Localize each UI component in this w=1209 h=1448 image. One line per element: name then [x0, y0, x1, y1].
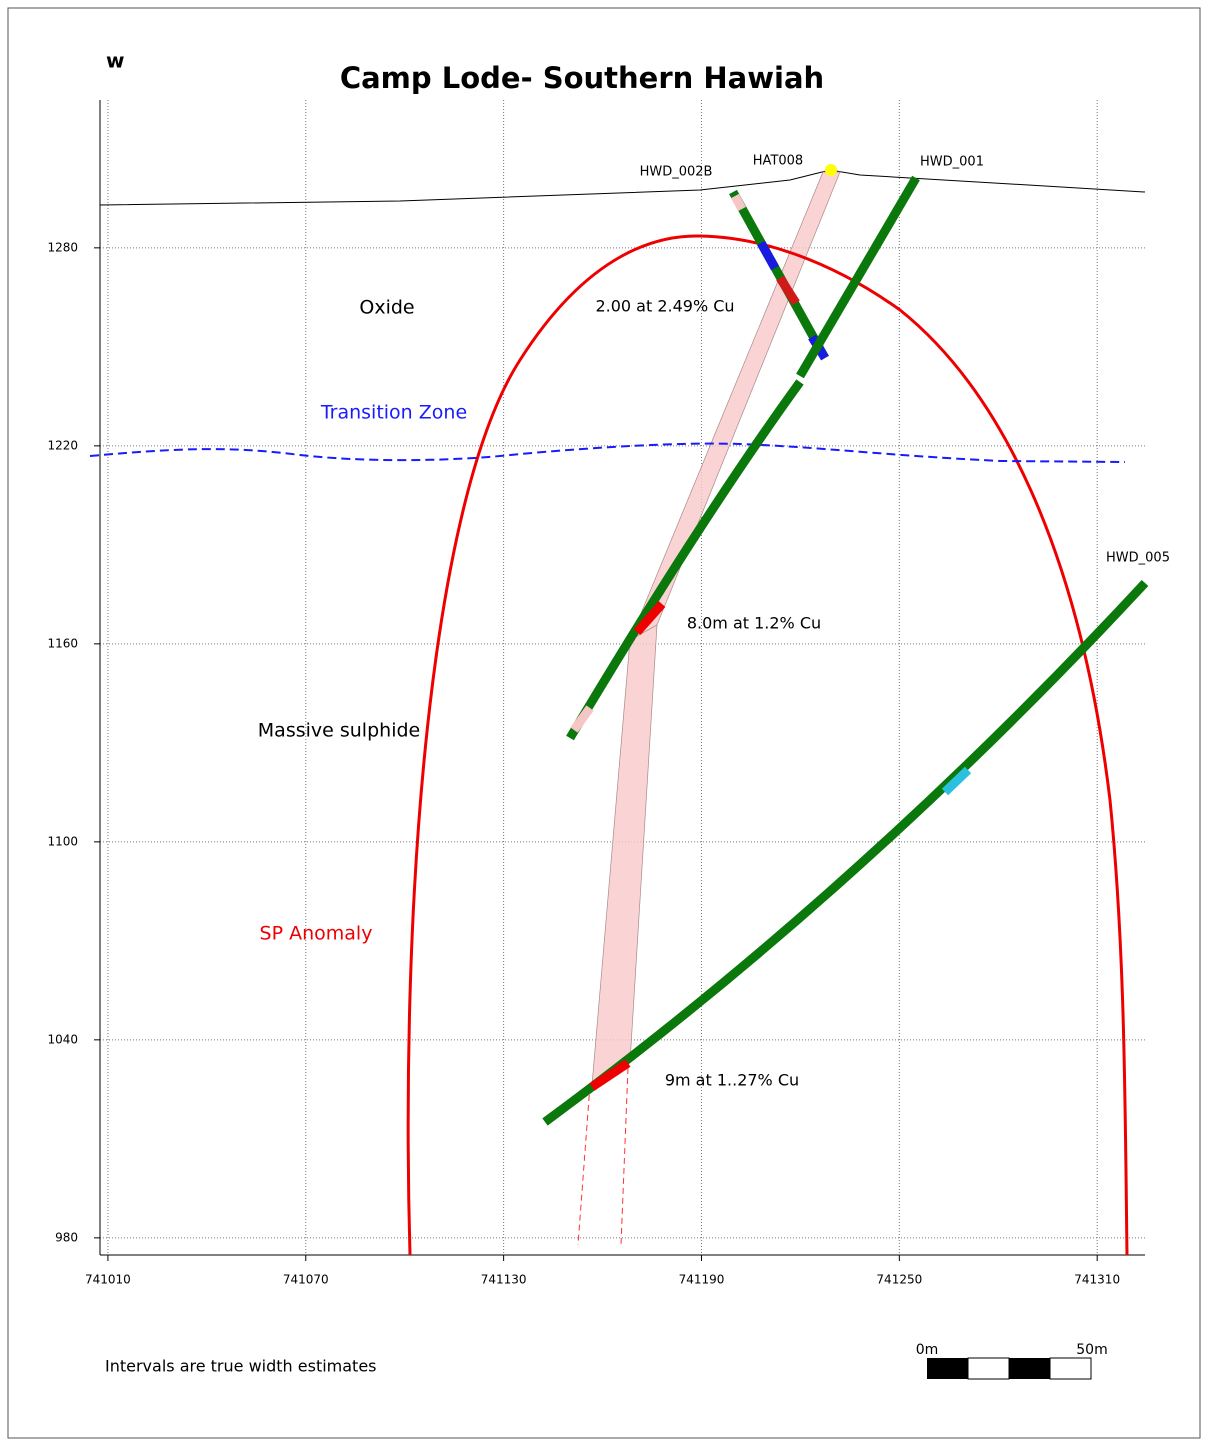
intercept-label: 9m at 1..27% Cu [665, 1071, 799, 1090]
direction: w [106, 49, 124, 73]
y-tick-label: 980 [55, 1230, 78, 1244]
scale-bar [1009, 1358, 1050, 1379]
x-tick-label: 741310 [1074, 1273, 1120, 1287]
title: Camp Lode- Southern Hawiah [340, 61, 824, 95]
interval [589, 1059, 631, 1091]
hole-label: HWD_005 [1106, 551, 1170, 566]
frame [7, 7, 1201, 1439]
y-tick-label: 1040 [47, 1032, 78, 1046]
interval [776, 275, 800, 306]
zone-label: Oxide [359, 297, 414, 319]
drillhole [729, 189, 829, 361]
scale-bar [967, 1357, 1010, 1380]
zone-label: Transition Zone [320, 402, 467, 424]
hole-label: HWD_001 [920, 155, 984, 170]
drillhole [542, 579, 1149, 1126]
interval [731, 193, 746, 212]
footnote: Intervals are true width estimates [105, 1357, 377, 1376]
projection [577, 1084, 591, 1246]
y-tick-label: 1220 [47, 438, 78, 452]
x-tick-label: 741130 [481, 1273, 527, 1287]
scale-bar [927, 1358, 968, 1379]
intercept-label: 8.0m at 1.2% Cu [687, 614, 821, 633]
zone-label: SP Anomaly [260, 923, 373, 945]
hole-label: HAT008 [753, 154, 803, 169]
interval [941, 766, 972, 796]
drillhole [566, 379, 804, 741]
x-tick-label: 741070 [283, 1273, 329, 1287]
scale-label: 0m [916, 1342, 939, 1358]
topography [99, 169, 1146, 206]
x-tick-label: 741250 [876, 1273, 922, 1287]
y-tick-label: 1280 [47, 240, 78, 254]
collar [825, 164, 837, 176]
x-tick-label: 741190 [679, 1273, 725, 1287]
sp-anomaly-outline [406, 234, 1129, 1256]
transition-line [89, 442, 1126, 463]
interval [633, 601, 666, 635]
hole-label: HWD_002B [640, 165, 713, 180]
x-tick-label: 741010 [85, 1273, 131, 1287]
scale-bar [1049, 1357, 1092, 1380]
drillhole [796, 175, 920, 379]
intercept-label: 2.00 at 2.49% Cu [595, 297, 734, 316]
y-tick-label: 1100 [47, 834, 78, 848]
zone-label: Massive sulphide [258, 720, 420, 742]
scale-label: 50m [1076, 1342, 1107, 1358]
interval [757, 240, 779, 271]
interval [570, 705, 594, 733]
y-tick-label: 1160 [47, 636, 78, 650]
